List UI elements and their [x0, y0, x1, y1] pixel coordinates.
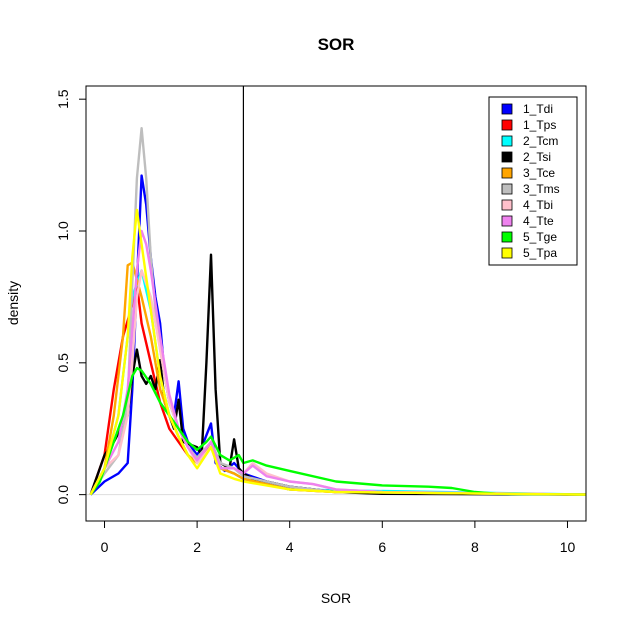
x-axis-label: SOR — [321, 590, 351, 606]
plot-area — [85, 85, 587, 522]
series-line-10 — [89, 208, 586, 496]
x-tick-label-0: 0 — [101, 539, 109, 555]
legend-label-5: 3_Tce — [523, 166, 555, 180]
legend-label-9: 5_Tge — [523, 230, 557, 244]
x-tick-label-2: 4 — [286, 539, 294, 555]
legend-swatch-10 — [501, 247, 513, 259]
y-tick-label-0: 0.0 — [55, 485, 71, 505]
y-tick-label-3: 1.5 — [55, 89, 71, 109]
x-tick-label-1: 2 — [193, 539, 201, 555]
legend: 1_Tdi 1_Tps 2_Tcm 2_Tsi 3_Tce 3_Tms 4_Tbi 4_Tte… — [488, 96, 578, 266]
legend-label-6: 3_Tms — [523, 182, 560, 196]
y-tick-label-2: 1.0 — [55, 221, 71, 241]
legend-swatch-2 — [501, 119, 513, 131]
legend-swatch-3 — [501, 135, 513, 147]
x-tick-label-4: 8 — [471, 539, 479, 555]
legend-label-10: 5_Tpa — [523, 246, 557, 260]
y-axis-label: density — [5, 281, 21, 325]
x-tick-label-5: 10 — [560, 539, 576, 555]
chart-title: SOR — [318, 35, 355, 54]
legend-swatch-1 — [501, 103, 513, 115]
legend-label-1: 1_Tdi — [523, 102, 553, 116]
legend-swatch-4 — [501, 151, 513, 163]
y-axis: 0.0 0.5 1.0 1.5 — [55, 89, 87, 505]
legend-label-3: 2_Tcm — [523, 134, 558, 148]
legend-label-2: 1_Tps — [523, 118, 556, 132]
y-tick-label-1: 0.5 — [55, 353, 71, 373]
x-tick-label-3: 6 — [378, 539, 386, 555]
legend-swatch-6 — [501, 183, 513, 195]
legend-label-4: 2_Tsi — [523, 150, 551, 164]
legend-swatch-9 — [501, 231, 513, 243]
legend-label-7: 4_Tbi — [523, 198, 553, 212]
series-line-2 — [89, 282, 586, 496]
series-line-9 — [89, 366, 586, 496]
x-axis: 0 2 4 6 8 10 — [101, 520, 576, 555]
series-layer — [89, 126, 586, 496]
legend-swatch-8 — [501, 215, 513, 227]
series-line-7 — [89, 269, 586, 496]
legend-label-8: 4_Tte — [523, 214, 554, 228]
series-line-8 — [89, 229, 586, 496]
legend-swatch-5 — [501, 167, 513, 179]
legend-swatch-7 — [501, 199, 513, 211]
